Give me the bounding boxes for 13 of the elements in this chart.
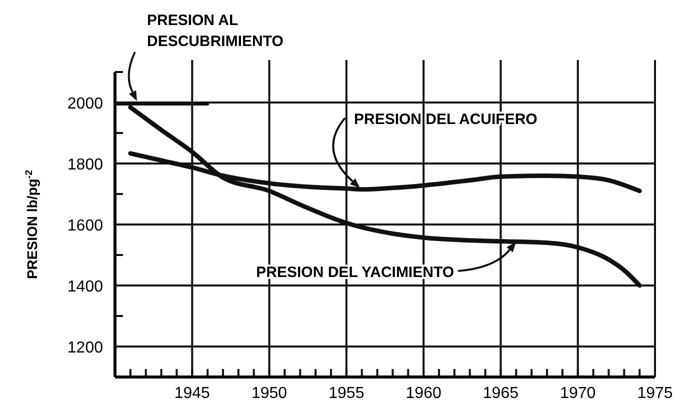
y-tick-label: 1200	[67, 340, 104, 356]
y-tick-label: 2000	[67, 96, 104, 112]
x-tick-label: 1950	[251, 385, 288, 402]
x-tick-label: 1955	[328, 385, 364, 402]
x-tick-label: 1960	[406, 385, 442, 402]
text: PRESION AL DESCUBRIMIENTO	[147, 12, 284, 50]
x-tick-label: 1965	[482, 385, 519, 402]
y-tick-label: 1800	[67, 156, 104, 174]
x-tick-label: 1945	[174, 385, 210, 402]
y-tick-label: 1600	[67, 218, 104, 234]
x-tick-label: 1975	[637, 385, 673, 402]
x-tick-label: 1970	[560, 385, 596, 402]
y-tick-label: 1400	[67, 278, 104, 296]
